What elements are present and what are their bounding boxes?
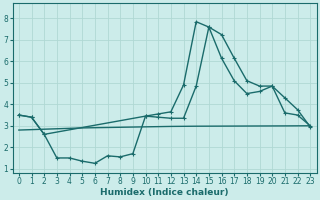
X-axis label: Humidex (Indice chaleur): Humidex (Indice chaleur): [100, 188, 229, 197]
